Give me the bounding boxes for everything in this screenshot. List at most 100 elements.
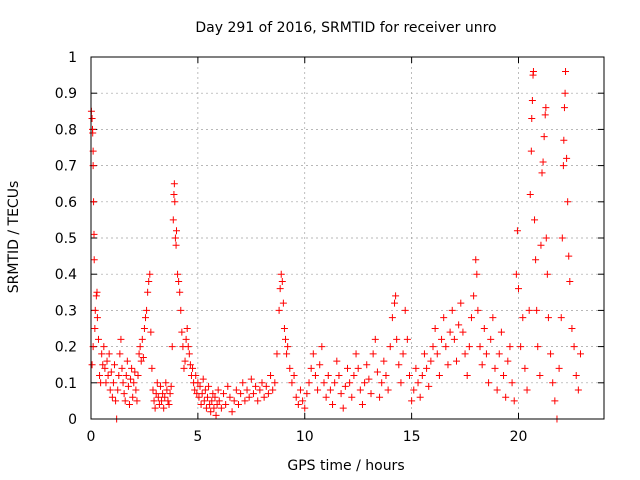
data-point-218 — [391, 299, 399, 307]
data-point-307 — [551, 397, 559, 405]
x-tick-labels: 0 5 10 15 20 — [87, 429, 528, 445]
data-point-164 — [279, 299, 287, 307]
data-point-275 — [508, 379, 516, 387]
data-point-232 — [418, 372, 426, 380]
data-point-212 — [378, 379, 386, 387]
data-point-204 — [361, 379, 369, 387]
data-point-234 — [423, 364, 431, 372]
data-point-155 — [264, 390, 272, 398]
data-point-187 — [324, 372, 332, 380]
data-point-1 — [88, 115, 96, 123]
data-point-26 — [105, 350, 113, 358]
data-point-208 — [369, 350, 377, 358]
data-point-136 — [224, 382, 232, 390]
data-point-229 — [412, 364, 420, 372]
data-point-84 — [167, 382, 175, 390]
data-point-246 — [448, 306, 456, 314]
data-point-227 — [408, 397, 416, 405]
data-point-115 — [197, 401, 205, 409]
data-point-174 — [296, 386, 304, 394]
data-point-184 — [318, 343, 326, 351]
data-point-19 — [98, 350, 106, 358]
data-point-8 — [90, 256, 98, 264]
data-point-196 — [344, 364, 351, 372]
data-point-281 — [519, 314, 527, 322]
data-point-302 — [542, 234, 550, 242]
data-point-210 — [373, 368, 381, 376]
data-point-142 — [237, 390, 245, 398]
data-point-15 — [93, 314, 101, 322]
data-point-226 — [405, 372, 413, 380]
data-point-100 — [181, 357, 189, 365]
data-point-69 — [151, 404, 159, 412]
data-point-259 — [474, 306, 482, 314]
data-point-247 — [450, 335, 458, 343]
data-point-202 — [356, 386, 364, 394]
data-point-168 — [284, 343, 292, 351]
data-point-176 — [301, 404, 309, 412]
data-point-139 — [230, 397, 238, 405]
data-point-17 — [96, 372, 104, 380]
data-point-41 — [121, 397, 129, 405]
data-point-194 — [339, 404, 347, 412]
data-point-225 — [403, 335, 411, 343]
data-point-87 — [170, 191, 178, 199]
y-tick-label-8: 0.8 — [55, 122, 77, 138]
data-point-165 — [280, 325, 288, 332]
data-point-260 — [476, 343, 484, 351]
data-point-120 — [202, 404, 210, 412]
data-point-173 — [294, 401, 302, 409]
data-point-148 — [249, 390, 257, 398]
data-point-117 — [199, 375, 207, 383]
y-tick-label-3: 0.3 — [55, 303, 77, 319]
data-point-238 — [431, 325, 439, 332]
data-point-244 — [444, 361, 452, 369]
data-point-3 — [89, 129, 97, 137]
data-point-40 — [120, 390, 128, 398]
data-point-63 — [145, 277, 153, 285]
data-point-277 — [512, 270, 520, 278]
data-point-269 — [495, 350, 503, 358]
data-point-32 — [112, 397, 120, 405]
data-point-207 — [367, 390, 375, 398]
data-point-185 — [320, 379, 328, 387]
data-point-311 — [558, 234, 566, 242]
data-point-79 — [162, 379, 170, 387]
data-point-169 — [286, 364, 294, 372]
data-point-279 — [515, 285, 522, 293]
data-point-276 — [510, 397, 518, 405]
data-point-46 — [127, 375, 135, 383]
data-point-250 — [457, 299, 465, 307]
data-point-288 — [528, 96, 536, 104]
data-point-92 — [173, 227, 180, 235]
data-point-72 — [154, 393, 162, 401]
data-point-235 — [425, 382, 433, 390]
y-tick-label-1: 0.1 — [55, 376, 77, 392]
data-point-101 — [182, 335, 190, 343]
y-tick-label-6: 0.6 — [55, 195, 77, 211]
data-point-45 — [125, 401, 133, 409]
data-point-57 — [138, 335, 146, 343]
data-point-214 — [382, 372, 390, 380]
data-point-299 — [540, 133, 548, 141]
data-point-123 — [206, 401, 214, 409]
data-point-249 — [455, 321, 463, 329]
data-point-161 — [276, 285, 284, 293]
data-point-90 — [171, 234, 179, 242]
data-point-137 — [226, 393, 234, 401]
data-point-171 — [290, 372, 298, 380]
y-axis-label: SRMTID / TECUs — [6, 181, 22, 294]
data-point-14 — [93, 288, 101, 296]
data-point-263 — [482, 350, 490, 358]
data-point-51 — [132, 386, 140, 394]
data-point-22 — [101, 364, 109, 372]
data-point-151 — [256, 386, 264, 394]
data-point-262 — [480, 325, 488, 332]
data-point-293 — [533, 306, 541, 314]
data-point-254 — [465, 343, 473, 351]
data-point-233 — [420, 350, 428, 358]
data-point-126 — [209, 390, 217, 398]
data-point-61 — [143, 306, 151, 314]
data-point-50 — [131, 368, 139, 376]
